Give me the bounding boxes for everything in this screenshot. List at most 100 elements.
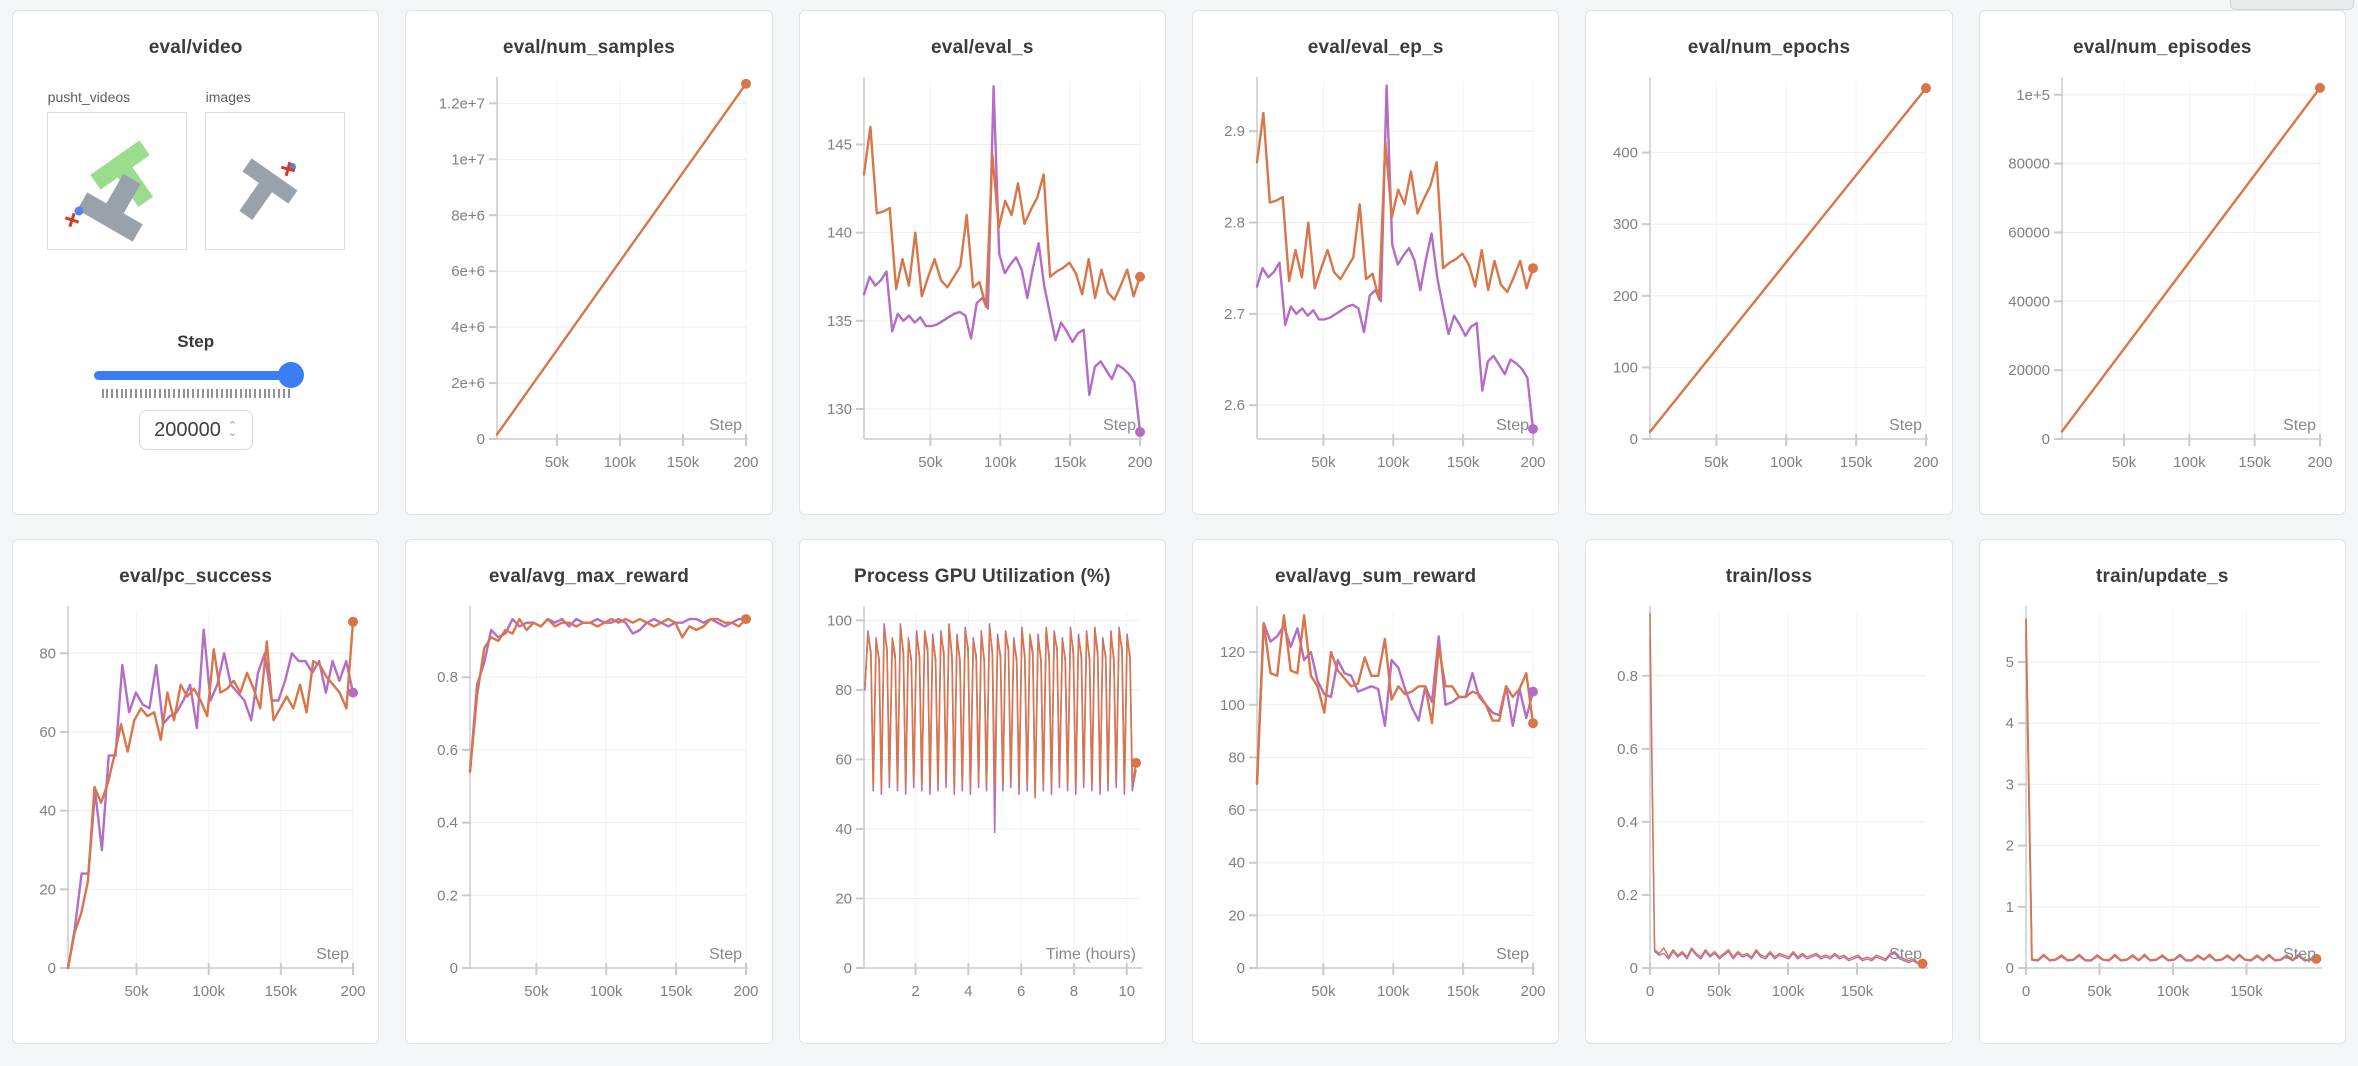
chart-train-loss: 0 0.2 0.4 0.6 0.8 0 50k 100k 150k Step [1618,606,1929,1000]
y-tick-label: 40 [835,821,852,838]
x-axis-title: Step [1496,417,1529,434]
y-tick-label: 0 [1630,431,1638,448]
y-tick-label: 200 [1613,288,1638,305]
x-tick-label: 50k [525,983,550,1000]
y-tick-label: 400 [1613,145,1638,162]
panel-eval-num-samples[interactable]: eval/num_samples 0 2e+6 4e+6 6e+6 8e+6 1e+7 1.2… [405,10,773,515]
y-tick-label: 4e+6 [452,319,486,336]
x-tick-label: 100k [1377,983,1410,1000]
x-tick-label: 100k [984,454,1017,471]
y-tick-label: 0.2 [438,887,459,904]
x-tick-label: 100k [1772,983,1805,1000]
x-axis-title: Step [1890,417,1923,434]
y-tick-label: 60 [835,751,852,768]
video-thumbnail-pusht[interactable] [46,112,187,250]
x-tick-label: 50k [2087,983,2112,1000]
y-tick-label: 1e+7 [452,151,486,168]
y-tick-label: 0.2 [1618,887,1639,904]
x-tick-label: 50k [1311,983,1336,1000]
y-tick-label: 2e+6 [452,375,486,392]
panel-title: eval/num_episodes [2072,37,2252,58]
series-end-dot-orange [2311,953,2322,964]
x-tick-label: 50k [125,983,150,1000]
series-end-dot-orange [348,616,359,627]
panel-eval-eval-ep-s[interactable]: eval/eval_ep_s 2.6 2.7 2.8 2.9 50k 100k 150k 200… [1192,10,1560,515]
stepper-arrows-icon[interactable]: ⌃ ⌄ [227,420,238,439]
x-axis-title: Step [710,417,743,434]
series-end-dot-orange [1528,263,1539,274]
series-line-purple [1255,84,1535,431]
x-tick-label: 4 [964,983,972,1000]
series-end-dot-orange [1134,271,1145,282]
panel-process-gpu-utilization[interactable]: Process GPU Utilization (%) 0 20 40 60 80 100 2… [798,539,1166,1044]
series-end-dot-orange [1130,757,1141,768]
series-line-orange [496,82,748,436]
video-thumbnail-images[interactable] [204,112,345,250]
media-caption: images [205,89,251,105]
y-tick-label: 60 [1228,802,1245,819]
x-tick-label: 150k [1840,454,1873,471]
y-tick-label: 20000 [2008,362,2050,379]
x-tick-label: 50k [1705,454,1730,471]
series-line-orange [1255,614,1535,785]
panel-eval-num-episodes[interactable]: eval/num_episodes 0 20000 40000 60000 80000 1e… [1978,10,2346,515]
x-tick-label: 200 [341,983,366,1000]
chart-eval-avg-max-reward: 0 0.2 0.4 0.6 0.8 50k 100k 150k 200 Step [438,606,759,1000]
y-tick-label: 300 [1613,216,1638,233]
y-tick-label: 0.8 [438,669,459,686]
x-tick-label: 10 [1118,983,1135,1000]
series-line-orange [862,125,1142,308]
x-tick-label: 150k [1054,454,1087,471]
series-line-orange [2060,86,2322,433]
y-tick-label: 20 [39,881,56,898]
panel-train-loss[interactable]: train/loss 0 0.2 0.4 0.6 0.8 0 50k 100k 150k Step [1585,539,1953,1044]
x-tick-label: 150k [1447,983,1480,1000]
panel-eval-num-epochs[interactable]: eval/num_epochs 0 100 200 300 400 50k 100k 150k 2… [1585,10,1953,515]
y-tick-label: 4 [2005,715,2013,732]
x-tick-label: 100k [590,983,623,1000]
slider-track[interactable] [93,371,298,380]
y-tick-label: 0.6 [438,742,459,759]
step-number-input[interactable]: 200000 ⌃ ⌄ [138,410,253,450]
agent-dot [74,206,84,216]
y-tick-label: 2.8 [1224,215,1245,232]
panel-eval-video[interactable]: eval/video pusht_videos [12,10,380,515]
panel-train-update-s[interactable]: train/update_s 0 1 2 3 4 5 0 50k 100k 150k Step [1978,539,2346,1044]
y-tick-label: 80 [835,682,852,699]
panel-eval-pc-success[interactable]: eval/pc_success 0 20 40 60 80 50k 100k 150k 200 St… [12,539,380,1044]
x-tick-label: 200 [1521,983,1546,1000]
media-caption: pusht_videos [47,89,131,105]
panel-eval-eval-s[interactable]: eval/eval_s 130 135 140 145 50k 100k 150k 200 Ste… [798,10,1166,515]
x-tick-label: 200 [734,983,759,1000]
x-axis-title: Step [1103,417,1136,434]
series-end-dot-orange [2314,82,2325,93]
slider-knob[interactable] [277,362,304,388]
y-tick-label: 145 [827,136,852,153]
panel-eval-avg-sum-reward[interactable]: eval/avg_sum_reward 0 20 40 60 80 100 120 50k 100… [1192,539,1560,1044]
x-tick-label: 100k [2173,454,2206,471]
series-line-purple [2024,633,2318,962]
x-tick-label: 100k [2157,983,2190,1000]
y-tick-label: 0.6 [1618,741,1639,758]
chart-eval-num-episodes: 0 20000 40000 60000 80000 1e+5 50k 100k 150k 200 S… [2008,77,2332,471]
panel-title: eval/num_epochs [1687,37,1851,58]
panel-title: eval/eval_ep_s [1307,37,1444,58]
panel-title: train/loss [1725,566,1813,587]
series-line-orange [1649,613,1924,965]
chart-eval-eval-s: 130 135 140 145 50k 100k 150k 200 Step [827,77,1152,471]
y-tick-label: 0 [2041,431,2049,448]
y-tick-label: 80 [39,645,56,662]
series-line-purple [862,85,1142,434]
step-slider[interactable] [93,362,304,388]
x-axis-title: Step [2283,417,2316,434]
x-tick-label: 0 [2022,983,2030,1000]
panel-title: eval/avg_max_reward [488,566,690,587]
goal-cross [280,161,295,177]
step-slider-label: Step [177,332,215,351]
y-tick-label: 80000 [2008,156,2050,173]
panel-eval-avg-max-reward[interactable]: eval/avg_max_reward 0 0.2 0.4 0.6 0.8 50k 100k 1… [405,539,773,1044]
x-tick-label: 150k [660,983,693,1000]
series-line-orange [1255,111,1535,301]
x-tick-label: 150k [1841,983,1874,1000]
y-tick-label: 1.2e+7 [439,95,485,112]
